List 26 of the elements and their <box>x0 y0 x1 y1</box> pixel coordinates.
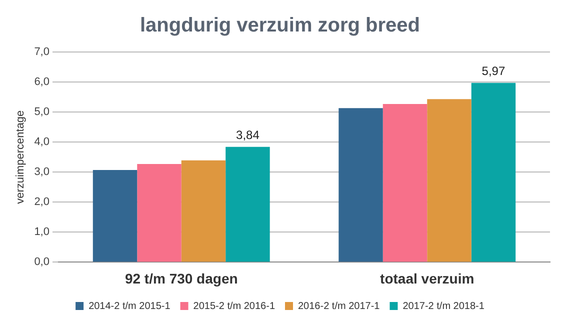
data-label: 5,97 <box>482 64 506 78</box>
data-label: 3,84 <box>236 128 260 142</box>
y-axis-title: verzuimpercentage <box>14 110 27 204</box>
bar <box>137 164 182 262</box>
bar <box>338 108 383 262</box>
x-tick-label: 92 t/m 730 dagen <box>124 270 238 286</box>
y-tick-label: 6,0 <box>34 76 50 88</box>
x-tick-label: totaal verzuim <box>380 270 474 286</box>
chart-title: langdurig verzuim zorg breed <box>140 14 420 37</box>
legend-label: 2017-2 t/m 2018-1 <box>402 300 485 312</box>
y-tick-label: 0,0 <box>34 256 50 268</box>
y-tick-label: 5,0 <box>34 106 50 118</box>
bar <box>471 82 516 262</box>
legend-label: 2015-2 t/m 2016-1 <box>193 300 276 312</box>
y-tick-label: 2,0 <box>34 196 50 208</box>
y-tick-label: 1,0 <box>34 226 50 238</box>
y-tick-label: 4,0 <box>34 136 50 148</box>
bar <box>181 160 226 262</box>
legend-label: 2016-2 t/m 2017-1 <box>298 300 380 312</box>
bar <box>92 170 138 262</box>
legend-label: 2014-2 t/m 2015-1 <box>88 300 171 312</box>
y-tick-label: 3,0 <box>34 166 50 178</box>
bar <box>226 146 270 262</box>
y-tick-label: 7,0 <box>34 46 50 58</box>
bar <box>427 99 472 262</box>
bar <box>382 104 428 262</box>
